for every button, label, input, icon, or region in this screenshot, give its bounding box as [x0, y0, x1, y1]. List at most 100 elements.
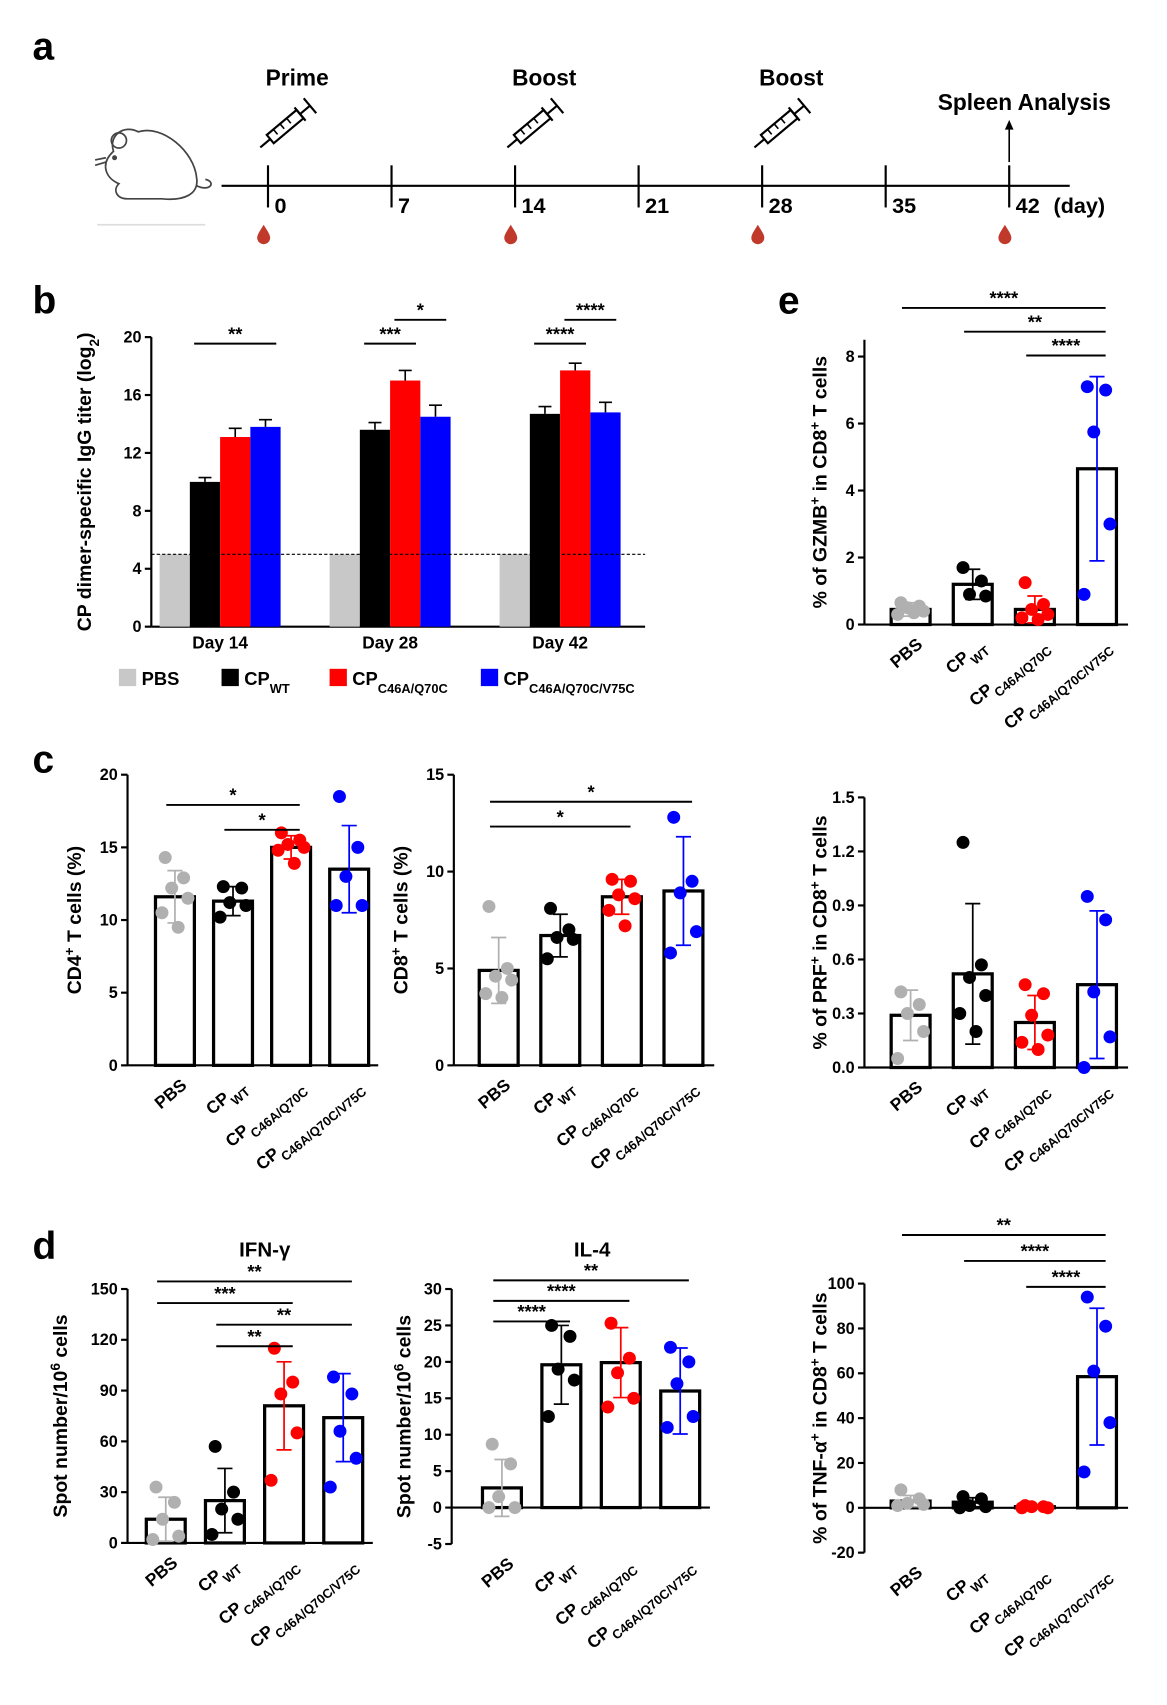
x-tick-label: CPC46A/Q70C/V75C — [1000, 1562, 1117, 1666]
y-tick-label: 90 — [100, 1382, 118, 1400]
y-tick-label: 0 — [435, 1057, 444, 1075]
data-point — [917, 1025, 931, 1038]
data-point — [1103, 517, 1117, 531]
error-bar — [1089, 909, 1105, 1060]
significance-label: **** — [1052, 335, 1081, 356]
data-point — [979, 1500, 993, 1514]
superscript: + — [807, 1433, 822, 1441]
data-point — [891, 1052, 905, 1065]
text-part: % of TNF-α — [810, 1441, 832, 1544]
data-point — [979, 589, 993, 603]
data-point — [1099, 1319, 1113, 1333]
data-point — [670, 1377, 684, 1391]
legend-label: CPWT — [244, 668, 290, 695]
x-tick-label: CPC46A/Q70C/V75C — [1000, 1077, 1117, 1181]
superscript: + — [62, 947, 77, 955]
event-label: Spleen Analysis — [938, 89, 1111, 115]
x-tick-label: CPWT — [530, 1553, 581, 1602]
data-point — [290, 1426, 304, 1440]
category-subscript: C46A/Q70C — [578, 1084, 642, 1141]
data-point — [177, 871, 191, 885]
y-tick-label: 8 — [846, 348, 855, 366]
category-subscript: C46A/Q70C — [991, 1086, 1055, 1143]
bar — [390, 380, 421, 627]
error-bar — [675, 835, 692, 947]
legend-swatch — [329, 668, 347, 687]
error-bar — [965, 1496, 981, 1508]
data-point — [627, 1391, 641, 1405]
legend-swatch — [480, 668, 499, 687]
data-point — [235, 881, 249, 895]
y-tick-label: 0.6 — [832, 951, 855, 969]
chart: 0.00.30.60.91.21.5% of PRF+ in CD8+ T ce… — [807, 789, 1129, 1181]
y-tick-label: 10 — [426, 863, 444, 881]
data-point — [1099, 913, 1113, 927]
bar — [560, 370, 591, 627]
y-axis-label: Spot number/106 cells — [391, 1315, 415, 1518]
x-tick-label: PBS — [886, 1562, 926, 1600]
significance-label: *** — [379, 323, 401, 344]
arrow-head — [1004, 119, 1014, 130]
significance-label: * — [557, 806, 565, 827]
significance-label: *** — [214, 1283, 236, 1304]
error-bar — [568, 362, 582, 371]
data-point — [1037, 597, 1050, 611]
error-bar — [1089, 375, 1105, 562]
error-bar — [614, 878, 630, 916]
legend-label: PBS — [142, 668, 180, 689]
significance-label: ** — [247, 1261, 262, 1282]
data-point — [663, 1340, 677, 1354]
data-point — [239, 899, 253, 912]
data-point — [618, 919, 632, 933]
category-subscript: C46A/Q70C — [991, 1571, 1055, 1628]
legend-swatch — [221, 668, 239, 687]
superscript: + — [807, 956, 822, 964]
syringe-icon — [500, 97, 565, 156]
category-name: CP — [583, 1622, 614, 1653]
data-point — [1018, 978, 1032, 992]
data-point — [264, 1473, 278, 1487]
data-point — [500, 961, 514, 975]
y-tick-label: 20 — [124, 329, 142, 347]
category-name: CP — [246, 1621, 277, 1652]
legend-subscript: C46A/Q70C — [378, 681, 448, 696]
category-name: PBS — [474, 1075, 514, 1113]
y-tick-label: 0 — [133, 618, 142, 636]
data-point — [912, 998, 926, 1011]
x-tick-label: PBS — [886, 1077, 926, 1115]
data-point — [891, 607, 905, 621]
category-name: PBS — [886, 1562, 926, 1600]
data-point — [566, 932, 580, 946]
data-point — [205, 1527, 219, 1541]
error-bar — [217, 1467, 233, 1534]
category-name: CP — [214, 1598, 245, 1629]
legend-subscript: WT — [270, 681, 290, 696]
data-point — [1103, 1030, 1117, 1044]
significance-label: ** — [1028, 311, 1043, 332]
syringe-icon — [252, 97, 318, 156]
x-tick-label: Day 14 — [192, 632, 248, 652]
data-point — [345, 1387, 359, 1401]
data-point — [1087, 1364, 1101, 1378]
data-point — [492, 1490, 506, 1504]
text-part: in CD8 — [810, 1366, 832, 1433]
data-point — [1037, 987, 1050, 1001]
data-point — [158, 851, 172, 865]
x-tick-label: CPWT — [529, 1075, 580, 1124]
category-name: CP — [194, 1565, 225, 1596]
category-name: CP — [530, 1566, 561, 1597]
chart: -5 0 5 10 15 20 25 30 Spot number/106 cells IL-4 P… — [391, 1239, 710, 1653]
category-name: CP — [965, 679, 996, 710]
x-tick-label: Day 42 — [532, 632, 588, 652]
data-point — [979, 989, 993, 1002]
data-point — [213, 910, 227, 924]
x-tick-label: Day 28 — [362, 632, 418, 652]
legend-name: CP — [504, 668, 530, 689]
y-tick-label: 30 — [100, 1484, 118, 1502]
data-point — [505, 973, 519, 987]
data-point — [1080, 889, 1094, 903]
category-name: CP — [1000, 1145, 1031, 1176]
data-point — [604, 1316, 618, 1330]
blood-drop — [504, 224, 518, 245]
legend-label: CPC46A/Q70C — [352, 668, 447, 695]
